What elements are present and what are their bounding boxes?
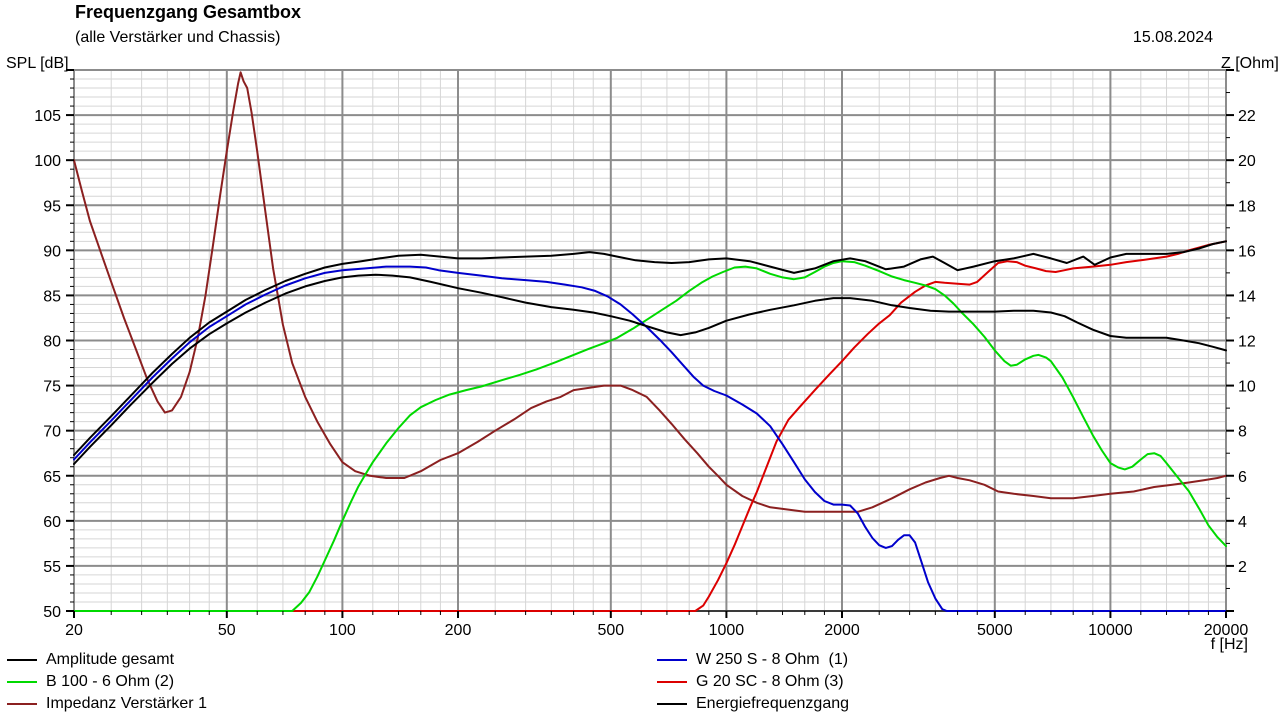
legend-line-impedanz (7, 703, 37, 705)
y-right-tick-label: 16 (1238, 243, 1256, 260)
ticks-layer (66, 69, 1234, 618)
y-left-tick-label: 100 (34, 153, 61, 170)
y-right-tick-label: 8 (1238, 424, 1247, 441)
date-label: 15.08.2024 (1132, 29, 1213, 46)
grid-major-layer (74, 70, 1226, 611)
legend-line-amplitude-gesamt (7, 659, 37, 661)
curve-w-250-s (73, 265, 1227, 612)
y-right-tick-label: 4 (1238, 514, 1247, 531)
y-right-tick-label: 2 (1238, 559, 1247, 576)
y-left-tick-label: 55 (43, 559, 61, 576)
page-title: Frequenzgang Gesamtbox (75, 2, 302, 22)
x-tick-label: 500 (597, 622, 624, 639)
y-left-tick-label: 80 (43, 334, 61, 351)
curve-impedanz-verstaerker-1 (73, 71, 1227, 513)
y-right-tick-label: 6 (1238, 469, 1247, 486)
x-tick-label: 2000 (824, 622, 860, 639)
legend-item-g-20-sc: G 20 SC - 8 Ohm (3) (657, 672, 844, 692)
curve-b-100 (73, 260, 1227, 612)
x-tick-label: 1000 (709, 622, 745, 639)
y-left-tick-label: 50 (43, 604, 61, 621)
x-tick-label: 200 (445, 622, 472, 639)
legend-item-amplitude-gesamt: Amplitude gesamt (7, 650, 174, 670)
page-subtitle: (alle Verstärker und Chassis) (75, 29, 281, 46)
y-right-tick-label: 14 (1238, 288, 1256, 305)
legend-line-energiefrequenzgang (657, 703, 687, 705)
legend-item-energiefrequenzgang: Energiefrequenzgang (657, 694, 849, 714)
y-left-tick-label: 90 (43, 243, 61, 260)
x-tick-label: 10000 (1088, 622, 1133, 639)
y-left-tick-label: 60 (43, 514, 61, 531)
curve-g-20-sc (73, 240, 1227, 612)
y-right-tick-label: 22 (1238, 108, 1256, 125)
y-right-tick-label: 12 (1238, 334, 1256, 351)
tick-labels-layer: 50 55 60 65 70 75 80 85 90 95 100 105 2 4 6 8 10 12 14 16 18… (34, 108, 1256, 639)
x-tick-label: 20 (65, 622, 83, 639)
legend-label: Amplitude gesamt (46, 651, 175, 668)
y-left-tick-label: 75 (43, 379, 61, 396)
x-axis-title: f [Hz] (1210, 636, 1248, 653)
x-tick-label: 20000 (1204, 622, 1249, 639)
legend-label: Energiefrequenzgang (696, 695, 850, 712)
legend-label: G 20 SC - 8 Ohm (3) (696, 673, 844, 690)
legend-item-impedanz: Impedanz Verstärker 1 (7, 694, 207, 714)
y-left-tick-label: 65 (43, 469, 61, 486)
y-left-tick-label: 70 (43, 424, 61, 441)
curve-energiefrequenzgang (73, 273, 1227, 465)
y-left-tick-label: 95 (43, 198, 61, 215)
y-right-tick-label: 10 (1238, 379, 1256, 396)
legend-item-w-250-s: W 250 S - 8 Ohm (1) (657, 650, 848, 670)
legend-label: Impedanz Verstärker 1 (46, 695, 207, 712)
y-left-tick-label: 105 (34, 108, 61, 125)
curve-amplitude-gesamt (73, 240, 1227, 456)
legend-item-b-100: B 100 - 6 Ohm (2) (7, 672, 174, 692)
y-axis-right-title: Z [Ohm] (1221, 55, 1279, 72)
y-right-tick-label: 18 (1238, 198, 1256, 215)
legend-label: W 250 S - 8 Ohm (1) (696, 651, 849, 668)
x-tick-label: 50 (218, 622, 236, 639)
curves-layer (73, 71, 1227, 612)
x-tick-label: 100 (329, 622, 356, 639)
legend-line-w-250-s (657, 659, 687, 661)
y-left-tick-label: 85 (43, 288, 61, 305)
legend-label: B 100 - 6 Ohm (2) (46, 673, 175, 690)
legend-line-g-20-sc (657, 681, 687, 683)
x-tick-label: 5000 (977, 622, 1013, 639)
legend-line-b-100 (7, 681, 37, 683)
y-axis-left-title: SPL [dB] (6, 55, 69, 72)
y-right-tick-label: 20 (1238, 153, 1256, 170)
